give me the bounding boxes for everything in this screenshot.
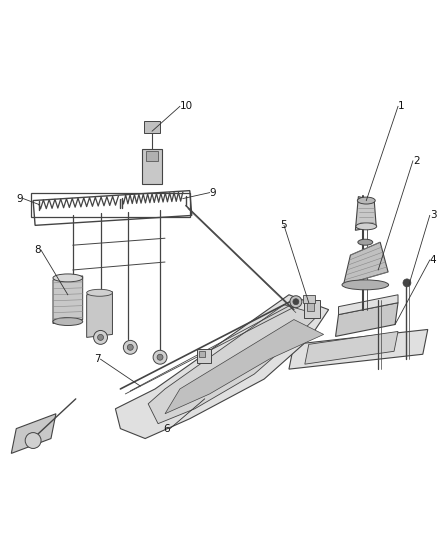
Ellipse shape <box>358 239 373 245</box>
Text: 2: 2 <box>413 156 420 166</box>
Polygon shape <box>148 305 319 424</box>
Text: 9: 9 <box>17 193 23 204</box>
FancyBboxPatch shape <box>146 151 158 161</box>
Ellipse shape <box>356 223 377 230</box>
Text: 4: 4 <box>430 255 436 265</box>
Text: 9: 9 <box>210 188 216 198</box>
Polygon shape <box>305 332 398 364</box>
FancyBboxPatch shape <box>304 300 320 318</box>
Ellipse shape <box>53 274 83 282</box>
Circle shape <box>293 298 299 305</box>
Polygon shape <box>343 242 388 285</box>
Circle shape <box>124 341 137 354</box>
Circle shape <box>127 344 133 350</box>
Circle shape <box>25 433 41 448</box>
Circle shape <box>94 330 107 344</box>
FancyBboxPatch shape <box>303 295 315 303</box>
Text: 3: 3 <box>430 211 436 221</box>
Ellipse shape <box>53 318 83 326</box>
Text: 10: 10 <box>180 101 193 111</box>
Circle shape <box>98 334 103 341</box>
Polygon shape <box>87 292 113 337</box>
Circle shape <box>153 350 167 364</box>
Polygon shape <box>289 329 428 369</box>
Text: 5: 5 <box>281 220 287 230</box>
Polygon shape <box>116 295 328 439</box>
Text: 8: 8 <box>35 245 41 255</box>
FancyBboxPatch shape <box>144 121 160 133</box>
Polygon shape <box>11 414 56 454</box>
Text: 7: 7 <box>94 354 101 364</box>
Circle shape <box>290 296 302 308</box>
Polygon shape <box>355 197 376 230</box>
Polygon shape <box>339 295 398 314</box>
Ellipse shape <box>357 197 375 204</box>
Circle shape <box>403 279 411 287</box>
FancyBboxPatch shape <box>142 149 162 184</box>
Polygon shape <box>165 320 324 414</box>
FancyBboxPatch shape <box>197 349 211 363</box>
Circle shape <box>157 354 163 360</box>
Text: 1: 1 <box>398 101 405 111</box>
Polygon shape <box>53 276 83 324</box>
Ellipse shape <box>87 289 113 296</box>
FancyBboxPatch shape <box>199 351 205 357</box>
Ellipse shape <box>342 280 389 290</box>
Polygon shape <box>336 303 398 336</box>
FancyBboxPatch shape <box>307 303 314 311</box>
Text: 6: 6 <box>163 424 170 434</box>
